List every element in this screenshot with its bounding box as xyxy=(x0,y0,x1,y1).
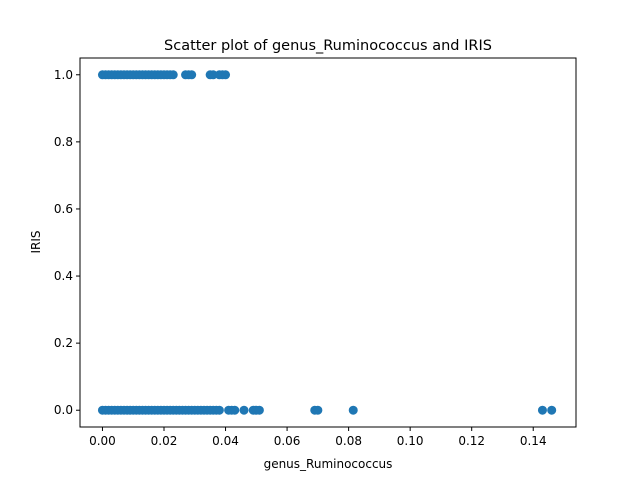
chart-title: Scatter plot of genus_Ruminococcus and I… xyxy=(164,38,492,54)
x-tick-label: 0.10 xyxy=(397,434,424,448)
plot-area-frame xyxy=(79,57,577,428)
x-tick-label: 0.08 xyxy=(335,434,362,448)
x-tick-label: 0.00 xyxy=(89,434,116,448)
x-axis-ticks: 0.00 0.02 0.04 0.06 0.08 0.10 0.12 0.14 xyxy=(89,427,547,448)
y-axis-label: IRIS xyxy=(29,230,43,253)
data-point xyxy=(547,405,557,415)
data-point xyxy=(348,405,358,415)
data-point xyxy=(208,70,218,80)
data-point xyxy=(230,405,240,415)
y-tick-label: 0.0 xyxy=(54,403,73,417)
x-tick-label: 0.12 xyxy=(458,434,485,448)
x-tick-label: 0.04 xyxy=(212,434,239,448)
x-tick-label: 0.14 xyxy=(520,434,547,448)
data-point xyxy=(214,405,224,415)
data-point xyxy=(187,70,197,80)
data-point xyxy=(254,405,264,415)
data-point xyxy=(537,405,547,415)
x-tick-label: 0.02 xyxy=(151,434,178,448)
x-tick-label: 0.06 xyxy=(274,434,301,448)
y-tick-label: 1.0 xyxy=(54,68,73,82)
y-tick-label: 0.8 xyxy=(54,135,73,149)
y-tick-label: 0.2 xyxy=(54,336,73,350)
data-point xyxy=(239,405,249,415)
x-axis-label: genus_Ruminococcus xyxy=(264,457,393,471)
data-point xyxy=(313,405,323,415)
y-axis-ticks: 0.0 0.2 0.4 0.6 0.8 1.0 xyxy=(54,68,80,417)
data-point xyxy=(221,70,231,80)
data-points xyxy=(97,70,557,415)
data-point xyxy=(168,70,178,80)
y-tick-label: 0.4 xyxy=(54,269,73,283)
y-tick-label: 0.6 xyxy=(54,202,73,216)
